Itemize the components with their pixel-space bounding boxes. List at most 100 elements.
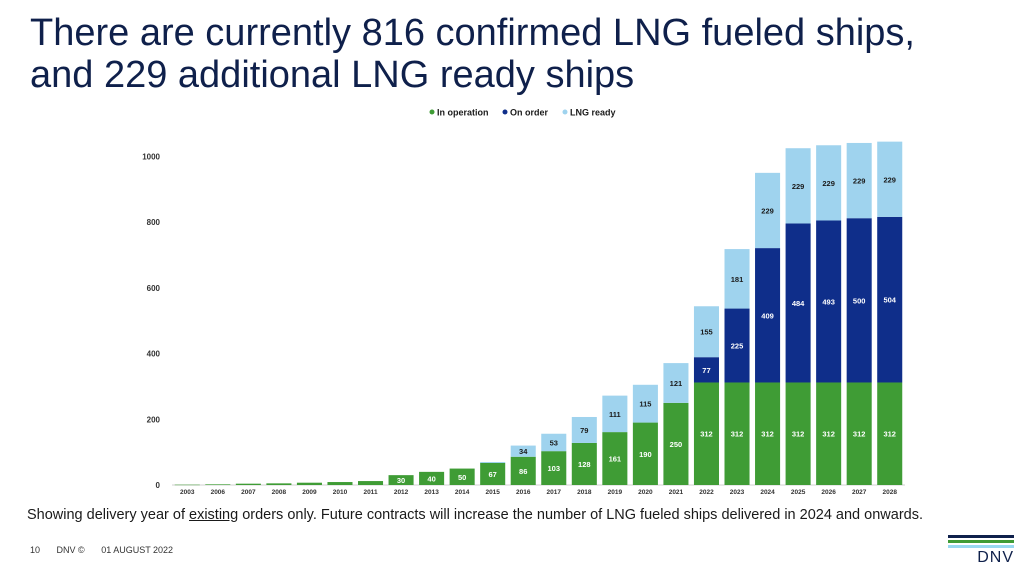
data-label: 312 xyxy=(883,430,896,439)
bar-segment xyxy=(846,142,872,219)
data-label: 128 xyxy=(578,460,591,469)
data-label: 30 xyxy=(397,476,405,485)
x-tick-label: 2012 xyxy=(394,489,409,496)
data-label: 34 xyxy=(519,447,528,456)
y-tick-label: 600 xyxy=(147,284,161,293)
data-label: 181 xyxy=(731,275,744,284)
bar-segment xyxy=(877,216,903,383)
bar-segment xyxy=(755,382,781,485)
legend-label: In operation xyxy=(437,108,489,118)
data-label: 50 xyxy=(458,473,466,482)
data-label: 504 xyxy=(883,296,896,305)
bar-segment xyxy=(663,363,689,403)
bar-segment xyxy=(785,382,811,485)
bar-segment xyxy=(357,481,384,485)
data-label: 229 xyxy=(761,206,774,215)
data-label: 409 xyxy=(761,311,774,320)
x-tick-label: 2025 xyxy=(791,489,806,496)
x-tick-label: 2013 xyxy=(424,489,439,496)
data-label: 500 xyxy=(853,296,866,305)
data-label: 484 xyxy=(792,299,805,308)
copyright: DNV © xyxy=(56,545,85,555)
bar-segment xyxy=(724,249,750,309)
x-tick-label: 2014 xyxy=(455,489,470,496)
data-label: 312 xyxy=(700,430,713,439)
bar-segment xyxy=(480,462,506,485)
footer-date: 01 AUGUST 2022 xyxy=(101,545,174,555)
bar-segment xyxy=(266,483,292,485)
data-label: 225 xyxy=(731,342,744,351)
bar-segment xyxy=(693,357,720,383)
x-tick-label: 2010 xyxy=(333,489,348,496)
x-tick-label: 2028 xyxy=(882,489,897,496)
bar-segment xyxy=(816,220,842,383)
bar-segment xyxy=(785,148,811,224)
logo-bar-2 xyxy=(948,540,1014,543)
bar-segment xyxy=(877,382,903,485)
bar-segment xyxy=(602,432,628,485)
logo-bar-1 xyxy=(948,535,1014,538)
data-label: 312 xyxy=(761,430,774,439)
bar-segment xyxy=(174,484,200,486)
bar-segment xyxy=(510,445,536,457)
data-label: 229 xyxy=(853,177,866,186)
footnote: Showing delivery year of existing orders… xyxy=(27,507,923,523)
data-label: 115 xyxy=(639,400,651,409)
bar-segment xyxy=(541,433,567,452)
data-label: 312 xyxy=(822,430,835,439)
bar-segment xyxy=(755,172,781,249)
title-line-2: and 229 additional LNG ready ships xyxy=(30,54,635,96)
x-tick-label: 2009 xyxy=(302,489,317,496)
bar-segment xyxy=(632,422,658,485)
bar-segment xyxy=(693,382,720,485)
data-label: 312 xyxy=(853,430,866,439)
data-label: 493 xyxy=(822,297,835,306)
bar-segment xyxy=(877,141,903,217)
footnote-text-2: orders only. Future contracts will incre… xyxy=(238,507,923,523)
data-label: 190 xyxy=(639,450,652,459)
logo-bar-3 xyxy=(948,545,1014,548)
bar-segment xyxy=(205,484,231,485)
data-label: 155 xyxy=(700,328,713,337)
bar-segment xyxy=(571,416,597,443)
legend-marker xyxy=(562,109,568,115)
bar-segment xyxy=(510,456,536,485)
x-tick-label: 2003 xyxy=(180,489,195,496)
legend-label: LNG ready xyxy=(570,108,616,118)
bar-segment xyxy=(571,442,597,485)
bar-segment xyxy=(724,382,750,485)
x-tick-label: 2011 xyxy=(363,489,377,496)
title-line-1: There are currently 816 confirmed LNG fu… xyxy=(30,12,915,54)
x-tick-label: 2024 xyxy=(760,489,775,496)
x-tick-label: 2017 xyxy=(547,489,562,496)
y-tick-label: 0 xyxy=(156,481,161,490)
bar-segment xyxy=(235,483,261,485)
data-label: 312 xyxy=(731,430,744,439)
x-tick-label: 2021 xyxy=(669,489,684,496)
data-label: 77 xyxy=(702,366,710,375)
bar-segment xyxy=(296,482,322,485)
data-label: 229 xyxy=(792,182,805,191)
x-tick-label: 2007 xyxy=(241,489,256,496)
dnv-logo: DNV xyxy=(948,535,1014,567)
bar-segment xyxy=(816,145,842,221)
bar-segment xyxy=(663,402,689,485)
footnote-underlined: existing xyxy=(189,507,239,523)
bar-segment xyxy=(785,223,811,383)
legend-label: On order xyxy=(510,108,549,118)
x-tick-label: 2006 xyxy=(211,489,226,496)
legend-marker xyxy=(502,109,508,115)
data-label: 79 xyxy=(580,426,588,435)
logo-wordmark: DNV xyxy=(977,549,1014,566)
footer: 10 DNV © 01 AUGUST 2022 xyxy=(30,545,187,555)
footnote-text-1: Showing delivery year of xyxy=(27,507,189,523)
x-tick-label: 2018 xyxy=(577,489,592,496)
y-tick-label: 1000 xyxy=(142,152,160,161)
y-tick-label: 800 xyxy=(147,218,161,227)
data-label: 67 xyxy=(489,470,497,479)
bar-segment xyxy=(419,471,445,485)
bar-segment xyxy=(846,382,872,485)
bar-segment xyxy=(693,306,720,358)
bar-segment xyxy=(632,384,658,423)
